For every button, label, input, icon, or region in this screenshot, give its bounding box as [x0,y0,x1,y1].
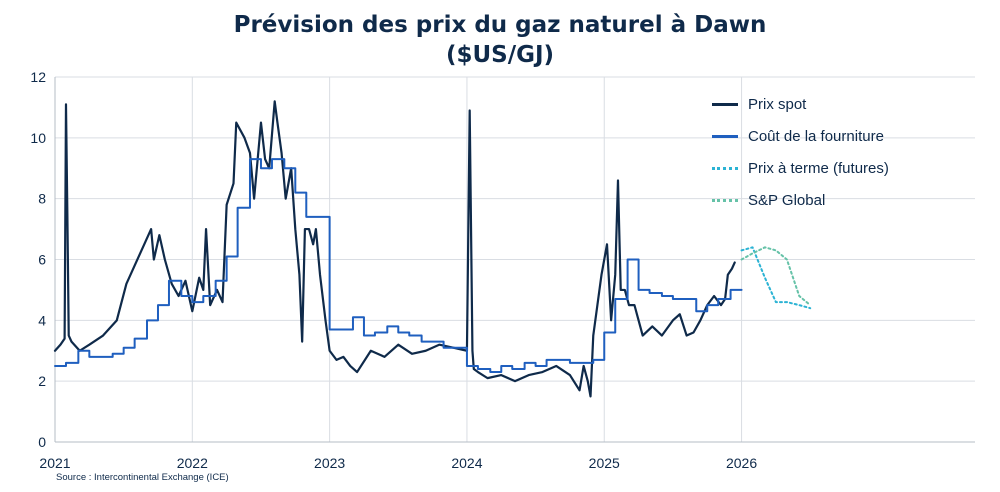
chart-legend: Prix spot Coût de la fourniture Prix à ter… [712,88,889,216]
legend-label: S&P Global [748,191,826,209]
x-tick-label: 2026 [726,455,757,471]
chart-title-line1: Prévision des prix du gaz naturel à Dawn [233,12,767,38]
y-tick-label: 6 [38,252,46,268]
y-tick-label: 8 [38,191,46,207]
legend-swatch [712,102,738,106]
chart-subtitle: ($US/GJ) [445,42,555,68]
legend-item: S&P Global [712,184,889,216]
legend-swatch [712,198,738,202]
series-line-1 [54,158,743,374]
y-tick-label: 12 [30,69,46,85]
x-tick-label: 2021 [39,455,70,471]
y-tick-label: 0 [38,434,46,450]
x-tick-label: 2024 [451,455,482,471]
x-tick-label: 2022 [177,455,208,471]
x-tick-label: 2025 [589,455,620,471]
y-tick-label: 10 [30,130,46,146]
legend-label: Prix à terme (futures) [748,159,889,177]
legend-item: Coût de la fourniture [712,120,889,152]
legend-item: Prix à terme (futures) [712,152,889,184]
chart-title: Prévision des prix du gaz naturel à Dawn… [0,10,1000,70]
y-tick-label: 4 [38,312,46,328]
x-tick-label: 2023 [314,455,345,471]
legend-swatch [712,134,738,138]
legend-item: Prix spot [712,88,889,120]
y-tick-label: 2 [38,373,46,389]
series-line-3 [740,246,812,307]
legend-label: Coût de la fourniture [748,127,884,145]
legend-swatch [712,166,738,170]
source-note: Source : Intercontinental Exchange (ICE) [56,472,229,483]
series-line-0 [53,100,736,398]
legend-label: Prix spot [748,95,807,113]
series-line-2 [740,246,812,310]
